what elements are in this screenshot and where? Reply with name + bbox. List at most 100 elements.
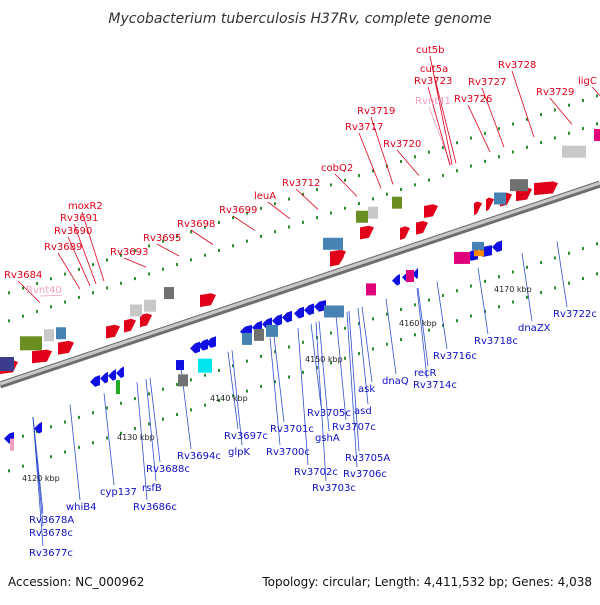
reverse-gene-arrow[interactable]: [34, 421, 42, 434]
gene-label-Rvnt40[interactable]: Rvnt40: [26, 285, 62, 296]
reverse-gene-arrow[interactable]: [190, 341, 200, 354]
forward-gene-arrow[interactable]: [106, 324, 120, 339]
operon-box[interactable]: [323, 237, 343, 250]
gene-label-Rv3712[interactable]: Rv3712: [282, 178, 320, 189]
gene-label-Rv3720[interactable]: Rv3720: [383, 139, 421, 150]
gene-label-Rv3703c[interactable]: Rv3703c: [312, 483, 356, 494]
gene-label-ask[interactable]: ask: [358, 384, 375, 395]
gene-label-Rv3716c[interactable]: Rv3716c: [433, 351, 477, 362]
gene-label-cyp137[interactable]: cyp137: [100, 487, 137, 498]
gene-label-cobQ2[interactable]: cobQ2: [321, 163, 353, 174]
reverse-gene-arrow[interactable]: [198, 338, 208, 351]
gene-label-Rv3684[interactable]: Rv3684: [4, 270, 42, 281]
gene-label-Rv3701c[interactable]: Rv3701c: [270, 424, 314, 435]
gene-label-Rv3686c[interactable]: Rv3686c: [133, 502, 177, 513]
operon-box[interactable]: [130, 304, 142, 317]
gene-label-asd[interactable]: asd: [354, 406, 372, 417]
forward-gene-arrow[interactable]: [400, 226, 410, 240]
gene-label-whiB4[interactable]: whiB4: [66, 502, 97, 513]
gene-label-Rv3699[interactable]: Rv3699: [219, 205, 257, 216]
operon-box[interactable]: [368, 206, 378, 219]
forward-gene-arrow[interactable]: [424, 204, 438, 218]
gene-label-Rv3694c[interactable]: Rv3694c: [177, 451, 221, 462]
reverse-gene-arrow[interactable]: [412, 267, 418, 279]
reverse-gene-box[interactable]: [178, 374, 188, 387]
operon-box[interactable]: [392, 196, 402, 209]
gene-label-Rv3691[interactable]: Rv3691: [60, 213, 98, 224]
forward-gene-arrow[interactable]: [486, 197, 494, 212]
reverse-gene-box[interactable]: [242, 332, 252, 345]
gene-label-Rv3700c[interactable]: Rv3700c: [266, 447, 310, 458]
operon-box[interactable]: [44, 329, 54, 342]
reverse-gene-arrow[interactable]: [100, 371, 108, 384]
gene-label-ligC[interactable]: ligC: [578, 76, 597, 87]
operon-box[interactable]: [144, 299, 156, 312]
gene-label-Rv3677c[interactable]: Rv3677c: [29, 548, 73, 559]
gene-label-Rv3688c[interactable]: Rv3688c: [146, 464, 190, 475]
gene-label-Rv3719[interactable]: Rv3719: [357, 106, 395, 117]
reverse-gene-box[interactable]: [474, 250, 484, 257]
gene-label-Rv3695[interactable]: Rv3695: [143, 233, 181, 244]
operon-box[interactable]: [164, 287, 174, 300]
gene-label-Rv3718c[interactable]: Rv3718c: [474, 336, 518, 347]
operon-box[interactable]: [56, 327, 66, 340]
reverse-gene-arrow[interactable]: [90, 375, 100, 387]
reverse-gene-box[interactable]: [472, 241, 484, 250]
gene-label-Rv3714c[interactable]: Rv3714c: [413, 380, 457, 391]
reverse-gene-box[interactable]: [266, 324, 278, 337]
reverse-gene-box[interactable]: [116, 380, 120, 395]
gene-label-Rv3702c[interactable]: Rv3702c: [294, 467, 338, 478]
gene-label-Rv3707c[interactable]: Rv3707c: [332, 422, 376, 433]
gene-label-Rv3723[interactable]: Rv3723: [414, 76, 452, 87]
gene-label-Rv3689[interactable]: Rv3689: [44, 242, 82, 253]
gene-label-Rv3728[interactable]: Rv3728: [498, 60, 536, 71]
gene-label-Rv3705c[interactable]: Rv3705c: [307, 408, 351, 419]
forward-gene-arrow[interactable]: [200, 293, 216, 307]
forward-gene-arrow[interactable]: [32, 349, 52, 364]
gene-label-glpK[interactable]: glpK: [228, 447, 250, 458]
gene-label-Rv3690[interactable]: Rv3690: [54, 226, 92, 237]
gene-label-gshA[interactable]: gshA: [315, 433, 340, 444]
forward-gene-arrow[interactable]: [474, 201, 482, 216]
reverse-gene-arrow[interactable]: [304, 303, 314, 316]
forward-gene-arrow[interactable]: [140, 313, 152, 328]
reverse-gene-box[interactable]: [406, 269, 414, 282]
gene-label-Rv3722c[interactable]: Rv3722c: [553, 309, 597, 320]
operon-box[interactable]: [494, 192, 506, 205]
reverse-gene-box[interactable]: [366, 283, 376, 296]
forward-gene-arrow[interactable]: [58, 340, 74, 355]
reverse-gene-arrow[interactable]: [392, 273, 400, 286]
gene-label-Rv3697c[interactable]: Rv3697c: [224, 431, 268, 442]
reverse-gene-arrow[interactable]: [314, 300, 326, 312]
gene-label-cut5b[interactable]: cut5b: [416, 45, 444, 56]
forward-gene-arrow[interactable]: [360, 225, 374, 240]
gene-label-Rv3727[interactable]: Rv3727: [468, 77, 506, 88]
operon-box[interactable]: [562, 145, 586, 158]
operon-box[interactable]: [356, 210, 368, 223]
reverse-gene-box[interactable]: [198, 358, 212, 373]
forward-gene-arrow[interactable]: [124, 318, 136, 333]
operon-box[interactable]: [594, 129, 600, 142]
gene-label-dnaQ[interactable]: dnaQ: [382, 376, 409, 387]
gene-label-Rv3698[interactable]: Rv3698: [177, 219, 215, 230]
reverse-gene-box[interactable]: [254, 328, 264, 341]
gene-label-dnaZX[interactable]: dnaZX: [518, 323, 551, 334]
gene-label-Rv3678A[interactable]: Rv3678A: [29, 515, 74, 526]
gene-label-rsfB[interactable]: rsfB: [142, 483, 162, 494]
gene-label-Rv3705A[interactable]: Rv3705A: [345, 453, 390, 464]
forward-gene-arrow[interactable]: [534, 181, 558, 196]
gene-label-cut5a[interactable]: cut5a: [420, 64, 448, 75]
reverse-gene-arrow[interactable]: [294, 306, 304, 319]
reverse-gene-arrow[interactable]: [206, 336, 216, 348]
reverse-gene-box[interactable]: [324, 305, 344, 318]
forward-gene-arrow[interactable]: [330, 254, 344, 267]
reverse-gene-arrow[interactable]: [116, 366, 124, 379]
gene-label-Rv3717[interactable]: Rv3717: [345, 122, 383, 133]
gene-label-Rv3706c[interactable]: Rv3706c: [343, 469, 387, 480]
gene-label-moxR2[interactable]: moxR2: [68, 201, 103, 212]
reverse-gene-arrow[interactable]: [282, 310, 292, 323]
gene-label-Rv3726[interactable]: Rv3726: [454, 94, 492, 105]
gene-label-Rv3729[interactable]: Rv3729: [536, 87, 574, 98]
reverse-gene-box[interactable]: [10, 438, 14, 451]
gene-label-Rv3693[interactable]: Rv3693: [110, 247, 148, 258]
